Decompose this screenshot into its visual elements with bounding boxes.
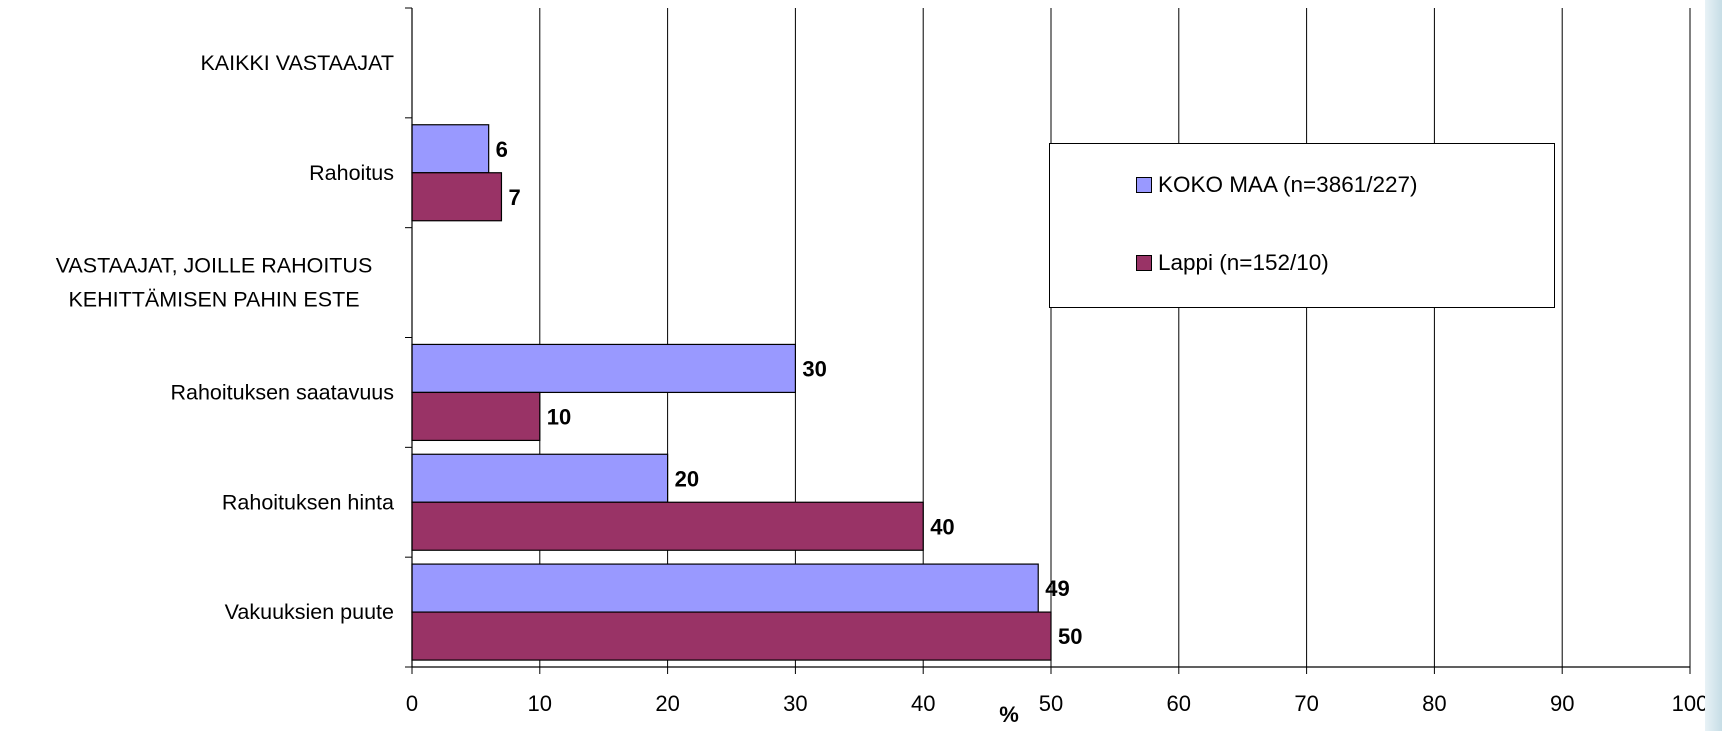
x-tick-label: 100	[1672, 691, 1705, 716]
category-label: Rahoituksen hinta	[222, 490, 394, 514]
data-label: 40	[930, 514, 954, 539]
x-tick-label: 60	[1167, 691, 1191, 716]
data-label: 6	[496, 137, 508, 162]
bar-series-1	[411, 343, 796, 394]
x-tick-label: 30	[783, 691, 807, 716]
category-label: Rahoituksen saatavuus	[170, 380, 394, 404]
legend-label-series-2: Lappi (n=152/10)	[1158, 250, 1329, 275]
category-label: Rahoitus	[309, 161, 394, 185]
data-label: 30	[802, 356, 826, 381]
bar-series-2	[411, 611, 1052, 661]
data-label: 20	[675, 466, 699, 491]
category-label: KAIKKI VASTAAJAT	[200, 51, 394, 75]
legend-item-series-2: Lappi (n=152/10)	[1136, 250, 1329, 276]
category-label: VASTAAJAT, JOILLE RAHOITUS KEHITTÄMISEN P…	[56, 254, 373, 312]
legend-swatch-series-1	[1136, 177, 1152, 193]
slide-edge-decoration	[1705, 0, 1722, 731]
legend-item-series-1: KOKO MAA (n=3861/227)	[1136, 172, 1418, 198]
x-tick-label: 10	[528, 691, 552, 716]
legend-swatch-series-2	[1136, 255, 1152, 271]
data-label: 50	[1058, 624, 1082, 649]
legend-label-series-1: KOKO MAA (n=3861/227)	[1158, 172, 1418, 197]
x-tick-label: 20	[655, 691, 679, 716]
bar-series-2	[411, 501, 924, 551]
bar-series-2	[411, 172, 503, 222]
axes	[405, 7, 1691, 674]
bar-series-2	[411, 391, 541, 442]
x-tick-label: 70	[1294, 691, 1318, 716]
x-tick-label: 50	[1039, 691, 1063, 716]
data-label: 7	[508, 185, 520, 210]
x-tick-label: 40	[911, 691, 935, 716]
data-label: 49	[1045, 576, 1069, 601]
x-tick-label: 80	[1422, 691, 1446, 716]
x-tick-label: 90	[1550, 691, 1574, 716]
data-label: 10	[547, 404, 571, 429]
x-axis-title: %	[999, 702, 1019, 727]
labels: 0 10 20 30 40 50 60 70 80 90 100% KAIKKI VASTAAJAT R…	[56, 51, 1705, 727]
bar-series-1	[411, 453, 669, 503]
bar-series-1	[411, 563, 1039, 613]
category-label: Vakuuksien puute	[225, 600, 394, 624]
bar-series-1	[411, 124, 490, 174]
gridlines	[539, 8, 1691, 667]
x-tick-label: 0	[406, 691, 418, 716]
bars	[411, 124, 1052, 661]
legend: KOKO MAA (n=3861/227) Lappi (n=152/10)	[1049, 143, 1555, 308]
